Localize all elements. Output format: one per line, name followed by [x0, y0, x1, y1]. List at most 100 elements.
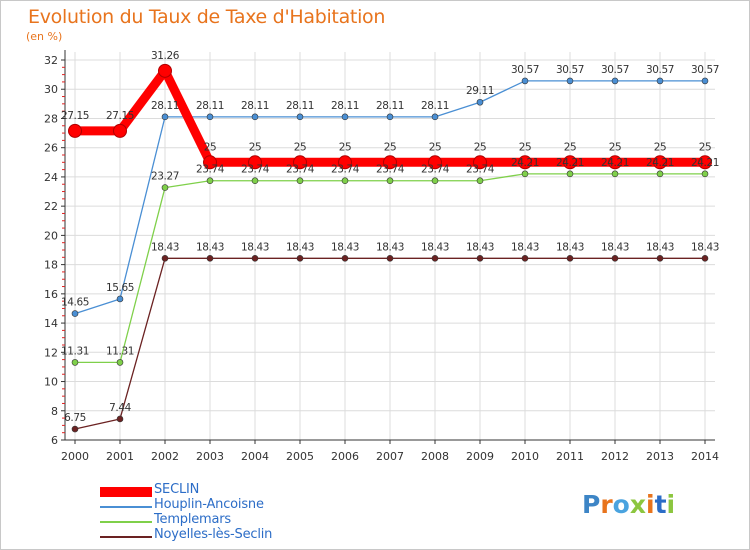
series-0 — [68, 63, 712, 170]
data-point — [341, 255, 349, 262]
data-point — [476, 98, 484, 106]
data-point — [71, 310, 79, 317]
data-label: 18.43 — [151, 241, 179, 253]
data-point — [161, 113, 169, 121]
data-label: 18.43 — [646, 241, 674, 253]
chart-title: Evolution du Taux de Taxe d'Habitation — [28, 6, 386, 28]
y-tick-label: 24 — [44, 171, 58, 184]
data-label: 27.15 — [61, 110, 89, 122]
data-point — [473, 155, 487, 170]
chart-subtitle: (en %) — [26, 30, 63, 43]
y-tick-label: 6 — [51, 434, 58, 447]
logo-letter: x — [629, 490, 646, 519]
data-point — [431, 177, 439, 185]
data-point — [476, 177, 484, 185]
data-point — [431, 113, 439, 121]
proxiti-logo: Proxiti — [582, 490, 675, 519]
data-label: 23.74 — [331, 164, 360, 176]
legend-swatch — [100, 487, 152, 497]
data-label: 24.21 — [691, 157, 719, 169]
y-tick-label: 28 — [44, 112, 58, 125]
x-tick-label: 2001 — [106, 450, 134, 463]
data-point — [248, 155, 262, 170]
data-label: 18.43 — [376, 241, 404, 253]
data-point — [566, 255, 574, 262]
data-label: 30.57 — [511, 64, 539, 76]
data-point — [611, 170, 619, 178]
x-tick-label: 2013 — [646, 450, 674, 463]
data-point — [566, 170, 574, 178]
data-point — [701, 77, 709, 85]
data-point — [656, 255, 664, 262]
data-point — [293, 155, 307, 170]
data-label: 18.43 — [691, 241, 719, 253]
data-point — [296, 255, 304, 262]
data-label: 28.11 — [421, 100, 449, 112]
data-label: 30.57 — [601, 64, 629, 76]
data-label: 25 — [294, 141, 307, 153]
data-point — [203, 155, 217, 170]
data-label: 27.15 — [106, 110, 134, 122]
data-label: 23.74 — [241, 164, 270, 176]
data-label: 25 — [699, 141, 712, 153]
data-label: 25 — [429, 141, 442, 153]
data-label: 28.11 — [196, 100, 224, 112]
data-point — [518, 155, 532, 170]
x-tick-label: 2000 — [61, 450, 89, 463]
data-label: 25 — [609, 141, 622, 153]
data-point — [68, 123, 82, 138]
x-tick-label: 2005 — [286, 450, 314, 463]
data-label: 25 — [249, 141, 262, 153]
y-tick-label: 10 — [44, 376, 58, 389]
data-point — [566, 77, 574, 85]
data-point — [521, 170, 529, 178]
data-point — [338, 155, 352, 170]
data-point — [431, 255, 439, 262]
data-label: 25 — [474, 141, 487, 153]
y-tick-label: 12 — [44, 346, 58, 359]
y-tick-label: 16 — [44, 288, 58, 301]
data-label: 18.43 — [241, 241, 269, 253]
data-point — [386, 177, 394, 185]
data-point — [71, 359, 79, 366]
data-label: 6.75 — [64, 412, 86, 424]
x-tick-label: 2009 — [466, 450, 494, 463]
legend-swatch — [100, 506, 152, 508]
data-label: 28.11 — [376, 100, 404, 112]
logo-letter: i — [666, 490, 676, 519]
data-label: 23.27 — [151, 171, 179, 183]
data-label: 18.43 — [511, 241, 539, 253]
data-label: 18.43 — [466, 241, 494, 253]
data-label: 25 — [339, 141, 352, 153]
data-label: 28.11 — [331, 100, 359, 112]
data-label: 18.43 — [196, 241, 224, 253]
data-label: 18.43 — [331, 241, 359, 253]
y-tick-label: 26 — [44, 142, 58, 155]
data-label: 11.31 — [61, 345, 89, 357]
data-label: 25 — [564, 141, 577, 153]
data-point — [698, 155, 712, 170]
data-label: 23.74 — [286, 164, 315, 176]
x-tick-label: 2014 — [691, 450, 719, 463]
data-point — [206, 255, 214, 262]
legend-label: Templemars — [154, 512, 232, 527]
data-point — [71, 425, 79, 433]
y-tick-label: 30 — [44, 83, 58, 96]
data-point — [296, 177, 304, 185]
x-tick-label: 2007 — [376, 450, 404, 463]
x-tick-label: 2012 — [601, 450, 629, 463]
data-point — [296, 113, 304, 121]
logo-letter: o — [612, 490, 630, 519]
data-label: 29.11 — [466, 85, 494, 97]
data-label: 15.65 — [106, 282, 134, 294]
data-point — [608, 155, 622, 170]
data-label: 30.57 — [556, 64, 584, 76]
data-label: 28.11 — [286, 100, 314, 112]
data-label: 24.21 — [556, 157, 584, 169]
data-label: 31.26 — [151, 50, 180, 62]
data-point — [386, 255, 394, 262]
legend-label: Noyelles-lès-Seclin — [154, 527, 273, 542]
data-point — [158, 63, 172, 78]
data-point — [251, 177, 259, 185]
data-label: 23.74 — [421, 164, 450, 176]
